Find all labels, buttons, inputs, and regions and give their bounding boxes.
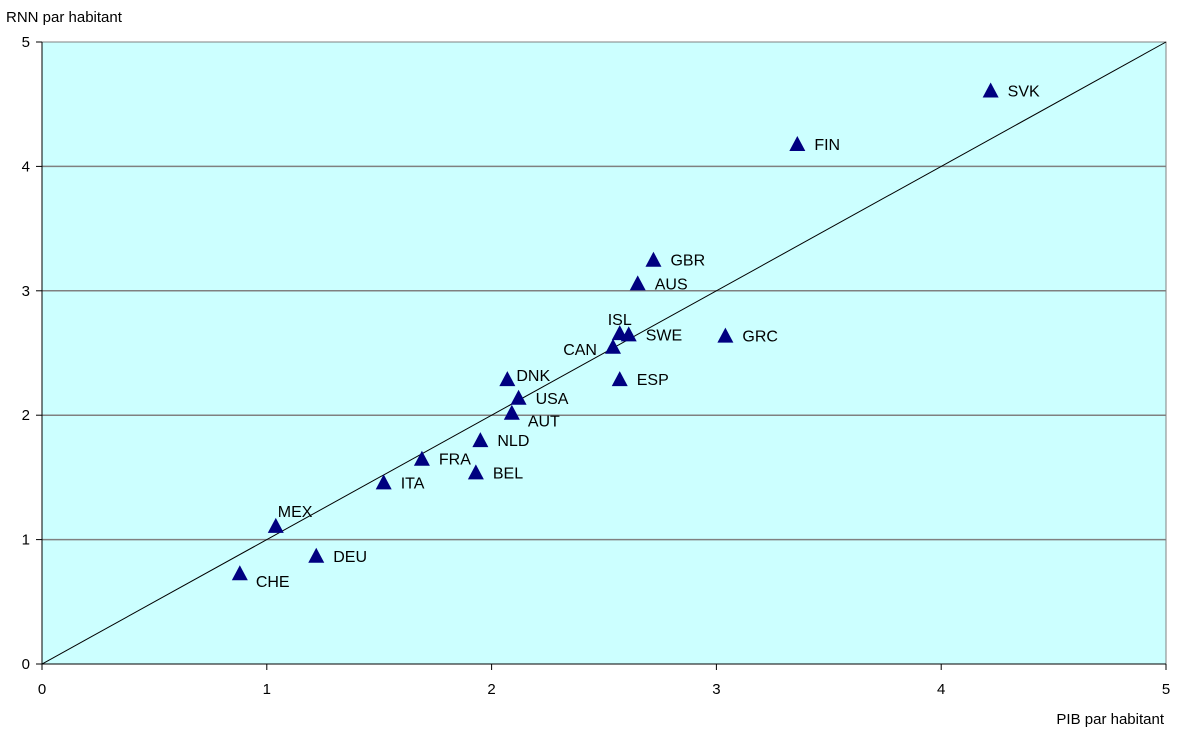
x-axis-title: PIB par habitant xyxy=(1056,711,1164,728)
data-point-bel: BEL xyxy=(467,464,523,482)
data-point-usa: USA xyxy=(510,389,569,408)
triangle-marker xyxy=(510,389,527,405)
y-axis-title: RNN par habitant xyxy=(6,9,123,26)
reference-line xyxy=(41,41,1167,665)
data-point-dnk: DNK xyxy=(499,368,550,387)
triangle-marker xyxy=(789,136,806,152)
data-point-aus: AUS xyxy=(629,275,688,293)
data-point-aut: AUT xyxy=(503,404,560,431)
triangle-marker xyxy=(645,251,662,267)
triangle-marker xyxy=(982,82,999,98)
point-label: ITA xyxy=(401,475,425,492)
data-point-mex: MEX xyxy=(267,504,313,533)
y-tick-label: 5 xyxy=(22,34,30,51)
x-tick-label: 1 xyxy=(263,681,271,698)
y-tick-labels: 0 1 2 3 4 5 xyxy=(22,34,30,673)
triangle-marker xyxy=(467,464,484,480)
x-tick-labels: 0 1 2 3 4 5 xyxy=(38,681,1170,698)
data-point-fin: FIN xyxy=(789,136,840,154)
triangle-marker xyxy=(604,338,621,354)
triangle-marker xyxy=(267,517,284,533)
data-point-nld: NLD xyxy=(472,432,529,450)
x-tick-label: 4 xyxy=(937,681,945,698)
y-tick-label: 1 xyxy=(22,532,30,549)
triangle-marker xyxy=(499,371,516,387)
point-label: SWE xyxy=(646,327,682,344)
point-label: ISL xyxy=(608,312,632,329)
point-label: FIN xyxy=(814,137,840,154)
data-points: SVK FIN GBR AUS ISL SWE CAN GRC ESP DNK USA AUT NLD F… xyxy=(231,82,1040,591)
triangle-marker xyxy=(717,327,734,343)
point-label: CHE xyxy=(256,574,290,591)
point-label: DEU xyxy=(333,549,367,566)
data-point-che: CHE xyxy=(231,565,290,591)
point-label: MEX xyxy=(278,504,313,521)
data-point-esp: ESP xyxy=(611,371,669,389)
point-label: GRC xyxy=(742,329,778,346)
point-label: ESP xyxy=(637,372,669,389)
x-tick-label: 0 xyxy=(38,681,46,698)
data-point-ita: ITA xyxy=(375,474,425,492)
gridlines xyxy=(42,165,1166,541)
data-point-svk: SVK xyxy=(982,82,1040,101)
data-point-grc: GRC xyxy=(717,327,778,346)
data-point-can: CAN xyxy=(563,338,621,359)
data-point-deu: DEU xyxy=(308,547,367,566)
y-tick-label: 3 xyxy=(22,283,30,300)
axes xyxy=(36,41,1167,670)
y-tick-label: 2 xyxy=(22,407,30,424)
point-label: BEL xyxy=(493,465,523,482)
triangle-marker xyxy=(375,474,392,490)
point-label: GBR xyxy=(670,253,705,270)
point-label: AUT xyxy=(528,414,560,431)
triangle-marker xyxy=(611,371,628,387)
point-label: CAN xyxy=(563,342,597,359)
triangle-marker xyxy=(472,432,489,448)
x-tick-label: 2 xyxy=(487,681,495,698)
point-label: USA xyxy=(536,391,569,408)
triangle-marker xyxy=(413,450,430,466)
x-tick-label: 3 xyxy=(712,681,720,698)
y-tick-label: 4 xyxy=(22,158,30,175)
triangle-marker xyxy=(620,326,637,342)
point-label: AUS xyxy=(655,276,688,293)
point-label: FRA xyxy=(439,452,471,469)
data-point-fra: FRA xyxy=(413,450,471,469)
triangle-marker xyxy=(231,565,248,581)
point-label: SVK xyxy=(1008,84,1040,101)
data-point-swe: SWE xyxy=(620,326,682,344)
triangle-marker xyxy=(308,547,325,563)
y-tick-label: 0 xyxy=(22,656,30,673)
point-label: NLD xyxy=(497,433,529,450)
data-point-gbr: GBR xyxy=(645,251,705,270)
point-label: DNK xyxy=(516,368,550,385)
x-tick-label: 5 xyxy=(1162,681,1170,698)
triangle-marker xyxy=(629,275,646,291)
triangle-marker xyxy=(503,404,520,420)
